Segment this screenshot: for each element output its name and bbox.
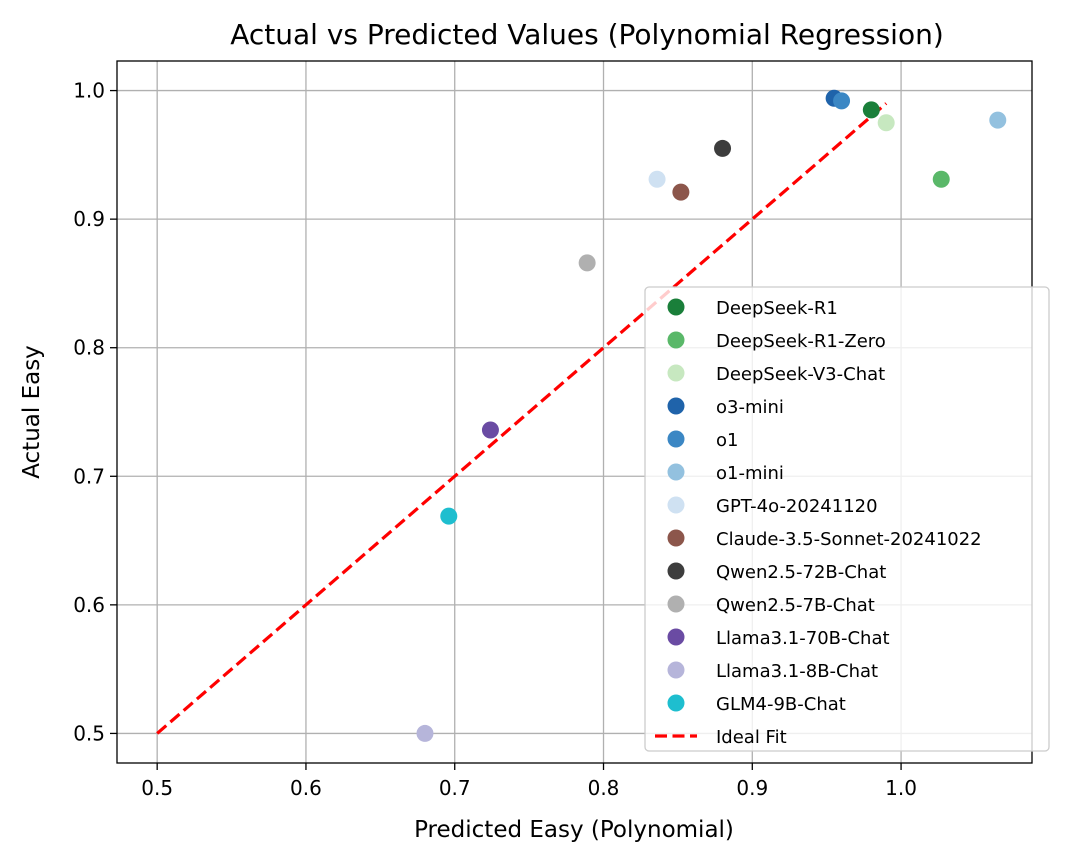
legend-label-3: o3-mini [716, 397, 784, 418]
point-qwen2-5-7b-chat [578, 254, 596, 272]
y-tick-label-4: 0.9 [73, 207, 105, 231]
ideal-fit-layer [156, 102, 888, 735]
y-tick-label-0: 0.5 [73, 721, 105, 745]
chart-title: Actual vs Predicted Values (Polynomial R… [230, 18, 944, 51]
point-deepseek-v3-chat [877, 114, 895, 132]
x-axis-ticks: 0.5 0.6 0.7 0.8 0.9 1.0 [141, 763, 917, 800]
legend-label-10: Llama3.1-70B-Chat [716, 628, 890, 649]
data-points [416, 89, 1007, 742]
legend-marker-5 [667, 463, 685, 481]
x-tick-label-0: 0.5 [141, 776, 173, 800]
legend-label-11: Llama3.1-8B-Chat [716, 661, 878, 682]
y-axis-ticks: 0.5 0.6 0.7 0.8 0.9 1.0 [73, 79, 117, 745]
legend-marker-9 [667, 595, 685, 613]
point-qwen2-5-72b-chat [714, 139, 732, 157]
point-llama3-1-8b-chat [416, 724, 434, 742]
y-tick-label-3: 0.8 [73, 336, 105, 360]
legend-marker-11 [667, 661, 685, 679]
legend-marker-7 [667, 529, 685, 547]
legend-marker-10 [667, 628, 685, 646]
legend-marker-12 [667, 694, 685, 712]
x-tick-label-2: 0.7 [439, 776, 471, 800]
x-tick-label-5: 1.0 [885, 776, 917, 800]
point-glm4-9b-chat [440, 507, 458, 525]
ideal-fit-line [156, 102, 888, 735]
point-gpt-4o-20241120 [648, 170, 666, 188]
legend-label-4: o1 [716, 430, 738, 451]
legend-marker-3 [667, 397, 685, 415]
legend-label-5: o1-mini [716, 463, 784, 484]
y-tick-label-1: 0.6 [73, 593, 105, 617]
point-o1 [833, 92, 851, 110]
point-deepseek-r1 [862, 101, 880, 119]
point-deepseek-r1-zero [932, 170, 950, 188]
point-llama3-1-70b-chat [481, 421, 499, 439]
legend-marker-8 [667, 562, 685, 580]
legend-marker-2 [667, 364, 685, 382]
y-tick-label-5: 1.0 [73, 79, 105, 103]
legend-label-8: Qwen2.5-72B-Chat [716, 562, 886, 583]
legend-marker-0 [667, 298, 685, 316]
legend-label-9: Qwen2.5-7B-Chat [716, 595, 875, 616]
x-tick-label-3: 0.8 [588, 776, 620, 800]
x-tick-label-4: 0.9 [736, 776, 768, 800]
legend-marker-1 [667, 331, 685, 349]
legend-marker-4 [667, 430, 685, 448]
legend-label-2: DeepSeek-V3-Chat [716, 364, 885, 385]
legend-label-12: GLM4-9B-Chat [716, 694, 846, 715]
x-axis-label: Predicted Easy (Polynomial) [414, 817, 734, 843]
legend-label-7: Claude-3.5-Sonnet-20241022 [716, 529, 982, 550]
y-axis-label: Actual Easy [19, 345, 45, 479]
y-tick-label-2: 0.7 [73, 464, 105, 488]
legend-label-0: DeepSeek-R1 [716, 298, 838, 319]
point-o1-mini [989, 111, 1007, 129]
legend-marker-6 [667, 496, 685, 514]
legend-label-1: DeepSeek-R1-Zero [716, 331, 886, 352]
x-tick-label-1: 0.6 [290, 776, 322, 800]
legend-label-6: GPT-4o-20241120 [716, 496, 878, 517]
legend-box [644, 286, 1050, 752]
legend-label-ideal-fit: Ideal Fit [716, 727, 787, 748]
legend: DeepSeek-R1 DeepSeek-R1-Zero DeepSeek-V3-C… [644, 286, 1050, 752]
point-claude-3-5-sonnet-20241022 [672, 183, 690, 201]
